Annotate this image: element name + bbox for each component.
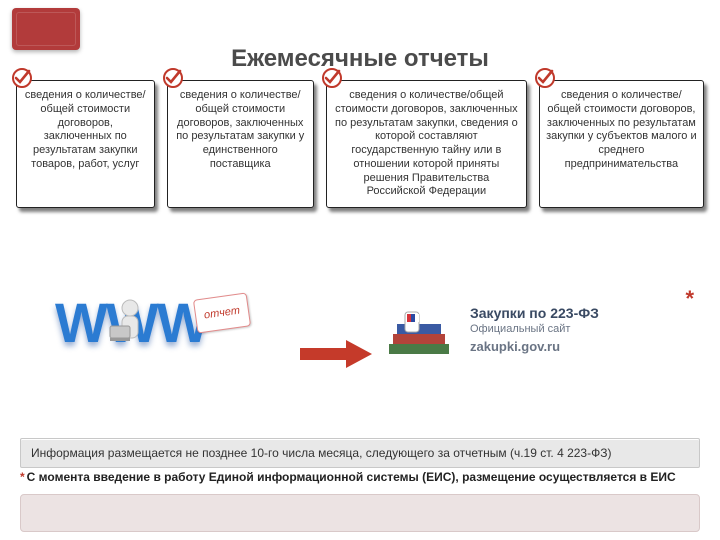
check-icon [162,67,184,89]
footnote: *С момента введение в работу Единой инфо… [20,470,700,484]
info-boxes-row: сведения о количестве/общей стоимости до… [16,80,704,208]
check-icon [11,67,33,89]
zakupki-label: Закупки по 223-ФЗ Официальный сайт zakup… [470,305,690,354]
info-box-text: сведения о количестве/общей стоимости до… [25,89,146,170]
arrow-right-icon [300,340,372,373]
corner-tab [12,8,80,50]
info-box: сведения о количестве/общей стоимости до… [539,80,704,208]
zakupki-subtitle: Официальный сайт [470,323,690,335]
info-box: сведения о количестве/общей стоимости до… [326,80,527,208]
zakupki-url: zakupki.gov.ru [470,339,690,354]
info-box-text: сведения о количестве/общей стоимости до… [546,89,696,170]
info-box-text: сведения о количестве/общей стоимости до… [335,89,518,197]
illustration-row: отчет WWW * Закупки по 223-ФЗ Официал [0,250,720,420]
books-icon [383,310,455,372]
bottom-band [20,494,700,532]
info-box: сведения о количестве/общей стоимости до… [167,80,314,208]
check-icon [534,67,556,89]
info-box: сведения о количестве/общей стоимости до… [16,80,155,208]
zakupki-title: Закупки по 223-ФЗ [470,305,690,321]
report-bubble-label: отчет [203,305,240,322]
person-icon [100,296,160,356]
asterisk-icon: * [20,470,25,484]
check-icon [321,67,343,89]
footnote-text: С момента введение в работу Единой инфор… [27,470,676,484]
info-bar-text: Информация размещается не позднее 10-го … [31,446,611,460]
page-title: Ежемесячные отчеты [0,45,720,73]
www-graphic: отчет WWW [55,290,255,410]
slide: Ежемесячные отчеты сведения о количестве… [0,0,720,540]
info-bar: Информация размещается не позднее 10-го … [20,438,700,468]
info-box-text: сведения о количестве/общей стоимости до… [176,89,304,170]
